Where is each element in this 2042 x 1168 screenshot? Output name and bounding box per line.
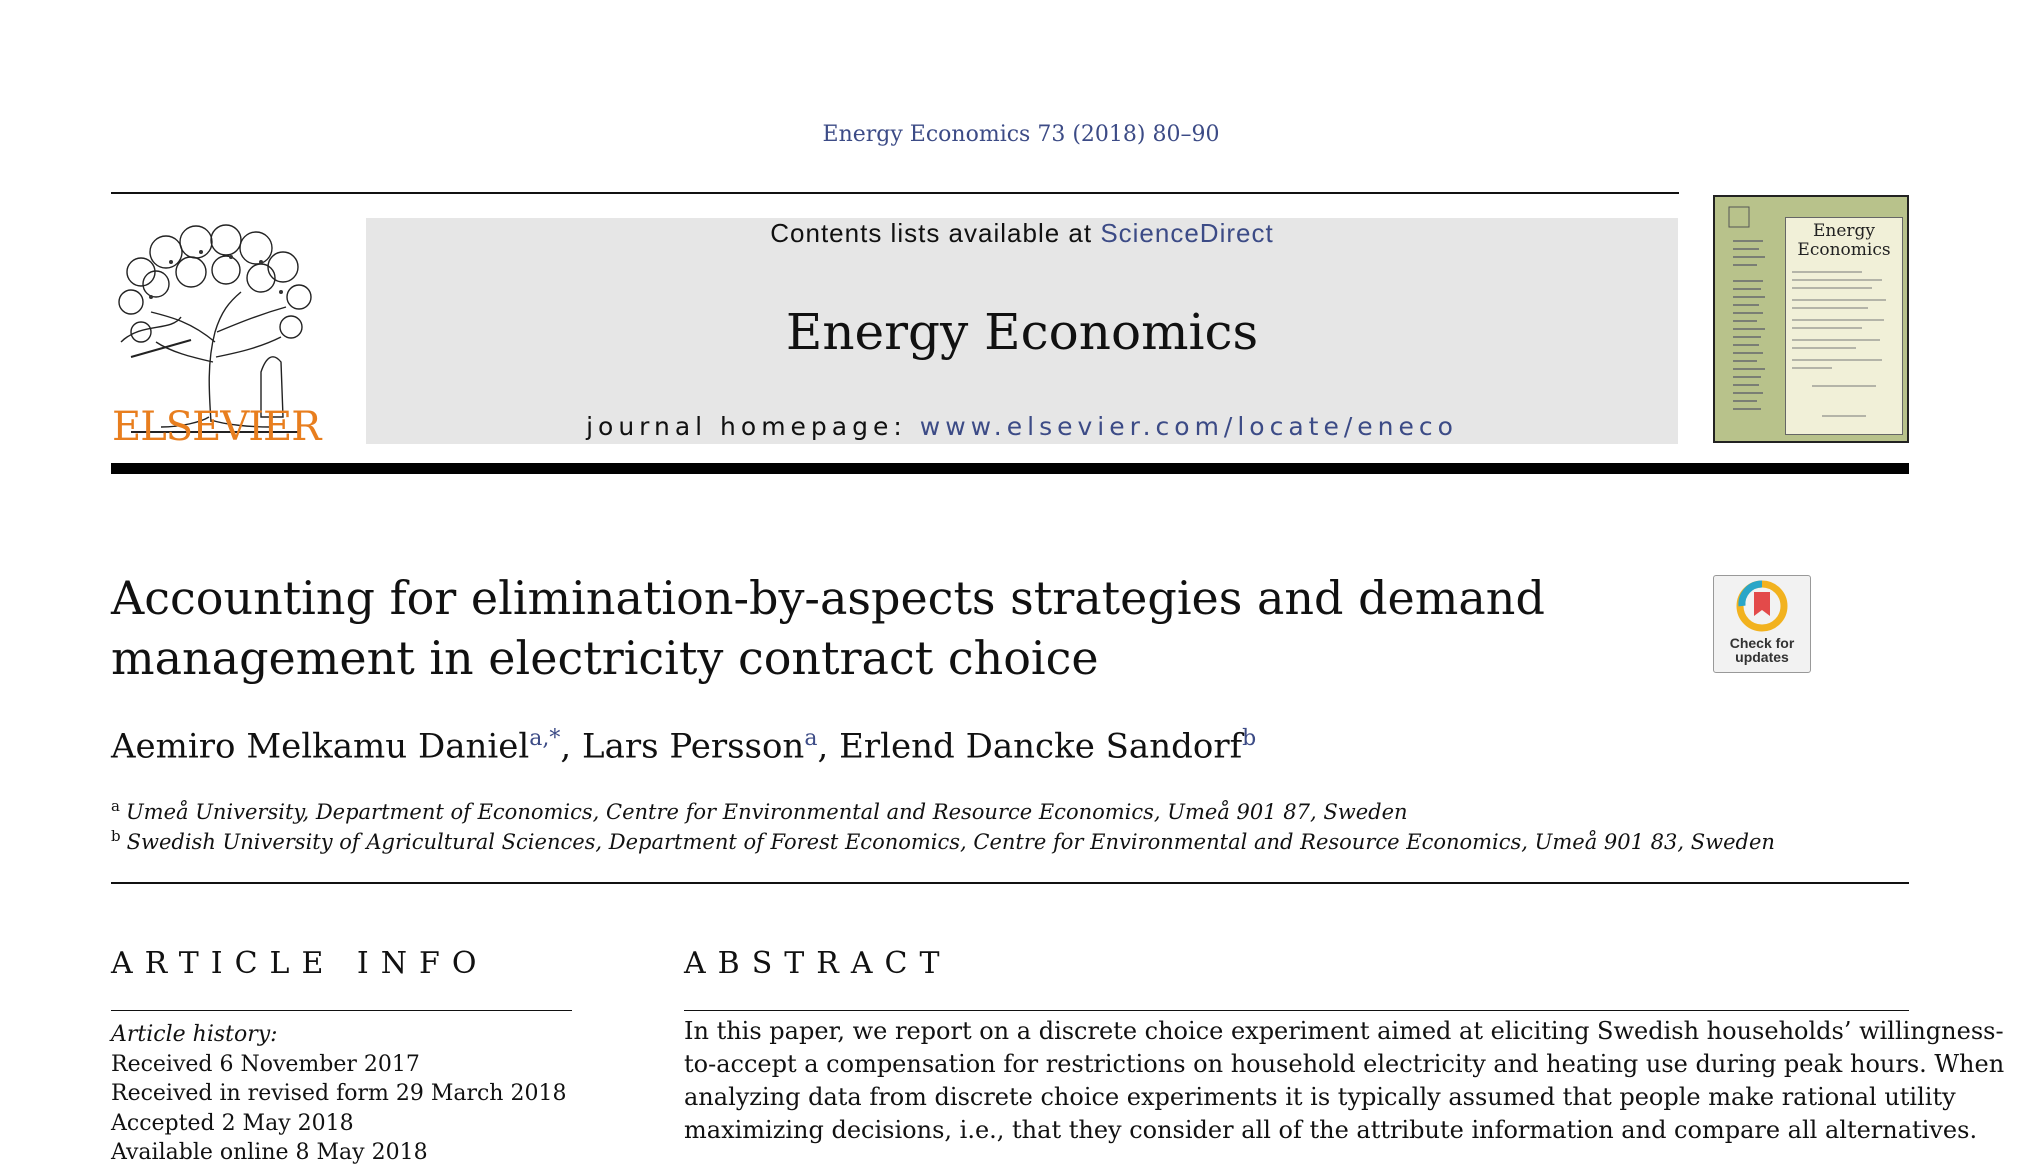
abstract-heading: ABSTRACT <box>684 946 952 981</box>
homepage-link[interactable]: www.elsevier.com/locate/eneco <box>919 412 1458 441</box>
sciencedirect-link[interactable]: ScienceDirect <box>1100 218 1274 248</box>
homepage-prefix: journal homepage: <box>586 412 920 441</box>
abstract-line: In this paper, we report on a discrete c… <box>684 1017 2004 1045</box>
affiliation-text: Swedish University of Agricultural Scien… <box>126 830 1775 854</box>
article-title-line1: Accounting for elimination-by-aspects st… <box>111 571 1545 625</box>
history-item: Received 6 November 2017 <box>111 1051 420 1077</box>
article-history: Article history: Received 6 November 201… <box>111 1020 581 1168</box>
abstract-rule <box>684 1010 1909 1011</box>
author-affiliation-mark[interactable]: a <box>804 726 818 751</box>
thick-rule <box>111 463 1909 474</box>
affiliation-mark: a <box>111 797 120 815</box>
author-affiliation-mark[interactable]: b <box>1242 726 1257 751</box>
author-name[interactable]: Aemiro Melkamu Daniel <box>111 726 530 767</box>
check-for-updates-label: Check for updates <box>1714 636 1810 664</box>
history-label: Article history: <box>111 1022 278 1047</box>
abstract-line: maximizing decisions, i.e., that they co… <box>684 1116 1978 1144</box>
history-item: Accepted 2 May 2018 <box>111 1110 354 1136</box>
cover-toc-lines-icon <box>1792 271 1886 417</box>
homepage-line: journal homepage: www.elsevier.com/locat… <box>366 412 1678 441</box>
article-info-heading: ARTICLE INFO <box>111 946 489 981</box>
contents-line: Contents lists available at ScienceDirec… <box>366 218 1678 249</box>
history-item: Received in revised form 29 March 2018 <box>111 1081 567 1106</box>
author-name[interactable]: Lars Persson <box>581 726 805 767</box>
history-item: Available online 8 May 2018 <box>111 1140 428 1165</box>
affiliation-b: b Swedish University of Agricultural Scie… <box>111 827 1911 854</box>
author-affiliation-mark[interactable]: a,* <box>529 726 561 751</box>
cover-title-line2: Economics <box>1797 240 1891 260</box>
section-rule <box>111 882 1909 884</box>
journal-cover-thumbnail[interactable]: Energy Economics <box>1713 195 1909 443</box>
affiliation-text: Umeå University, Department of Economics… <box>125 800 1408 824</box>
elsevier-tree-logo-icon <box>118 224 312 433</box>
affiliation-a: a Umeå University, Department of Economic… <box>111 797 1911 824</box>
author-list: Aemiro Melkamu Daniela,*, Lars Perssona,… <box>111 726 1257 767</box>
author-name[interactable]: Erlend Dancke Sandorf <box>839 726 1243 767</box>
cover-sidebar-icon <box>1728 206 1765 410</box>
elsevier-logo-text[interactable]: ELSEVIER <box>112 404 321 450</box>
abstract-line: analyzing data from discrete choice expe… <box>684 1083 1956 1111</box>
journal-banner <box>366 218 1678 444</box>
journal-citation[interactable]: Energy Economics 73 (2018) 80–90 <box>822 122 1220 147</box>
abstract-text: In this paper, we report on a discrete c… <box>684 1015 2005 1147</box>
article-title: Accounting for elimination-by-aspects st… <box>111 568 1611 688</box>
article-info-rule <box>111 1010 572 1011</box>
affiliation-mark: b <box>111 827 121 845</box>
cover-contents-panel: Energy Economics <box>1785 217 1903 435</box>
abstract-line: to-accept a compensation for restriction… <box>684 1050 2005 1078</box>
crossmark-icon <box>1736 580 1788 632</box>
check-for-updates-button[interactable]: Check for updates <box>1713 575 1811 673</box>
cover-title-line1: Energy <box>1812 221 1876 241</box>
top-rule <box>111 192 1679 194</box>
badge-line1: Check for <box>1729 635 1795 651</box>
badge-line2: updates <box>1735 649 1789 665</box>
cover-title: Energy Economics <box>1786 222 1902 260</box>
article-title-line2: management in electricity contract choic… <box>111 631 1099 685</box>
journal-title: Energy Economics <box>785 303 1259 361</box>
contents-prefix: Contents lists available at <box>770 218 1101 248</box>
